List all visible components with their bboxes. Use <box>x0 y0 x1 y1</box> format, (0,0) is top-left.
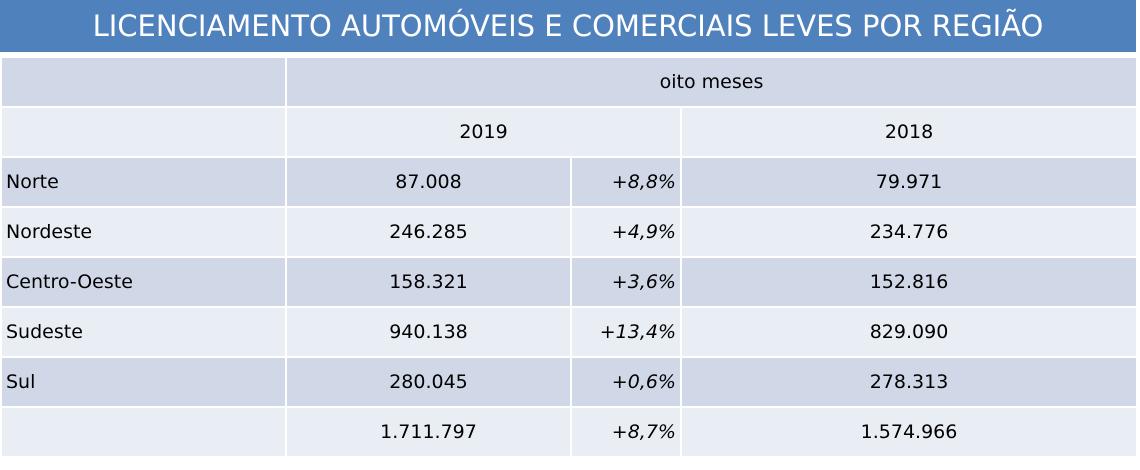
change: +13,4% <box>570 306 682 358</box>
value-2019: 280.045 <box>285 356 572 408</box>
header-row: 2019 2018 <box>0 106 1139 158</box>
change: +8,7% <box>570 406 682 458</box>
value-2018: 829.090 <box>679 306 1139 358</box>
title-bar: LICENCIAMENTO AUTOMÓVEIS E COMERCIAIS LE… <box>0 0 1136 52</box>
header-row: oito meses <box>0 56 1139 108</box>
value-2018: 1.574.966 <box>679 406 1139 458</box>
value-2018: 278.313 <box>679 356 1139 408</box>
data-row: Norte 87.008 +8,8% 79.971 <box>0 156 1139 208</box>
change: +8,8% <box>570 156 682 208</box>
value-2019: 940.138 <box>285 306 572 358</box>
region: Norte <box>0 156 287 208</box>
data-row: Sul 280.045 +0,6% 278.313 <box>0 356 1139 408</box>
empty-cell <box>0 106 287 158</box>
empty-cell <box>0 56 287 108</box>
value-2019: 1.711.797 <box>285 406 572 458</box>
year-header: 2018 <box>679 106 1139 158</box>
region: Sul <box>0 356 287 408</box>
period-header: oito meses <box>284 56 1139 108</box>
data-row: Nordeste 246.285 +4,9% 234.776 <box>0 206 1139 258</box>
value-2019: 158.321 <box>285 256 572 308</box>
region: Sudeste <box>0 306 287 358</box>
year-header: 2019 <box>285 106 682 158</box>
data-table: oito meses 2019 2018 Norte 87.008 +8,8% 79.… <box>0 56 1139 458</box>
value-2019: 87.008 <box>285 156 572 208</box>
change: +4,9% <box>570 206 682 258</box>
data-row: Centro-Oeste 158.321 +3,6% 152.816 <box>0 256 1139 308</box>
region: Nordeste <box>0 206 287 258</box>
empty-cell <box>0 406 287 458</box>
change: +3,6% <box>570 256 682 308</box>
region: Centro-Oeste <box>0 256 287 308</box>
value-2018: 152.816 <box>679 256 1139 308</box>
data-row: Sudeste 940.138 +13,4% 829.090 <box>0 306 1139 358</box>
change: +0,6% <box>570 356 682 408</box>
value-2018: 234.776 <box>679 206 1139 258</box>
value-2019: 246.285 <box>285 206 572 258</box>
value-2018: 79.971 <box>679 156 1139 208</box>
total-row: 1.711.797 +8,7% 1.574.966 <box>0 406 1139 458</box>
